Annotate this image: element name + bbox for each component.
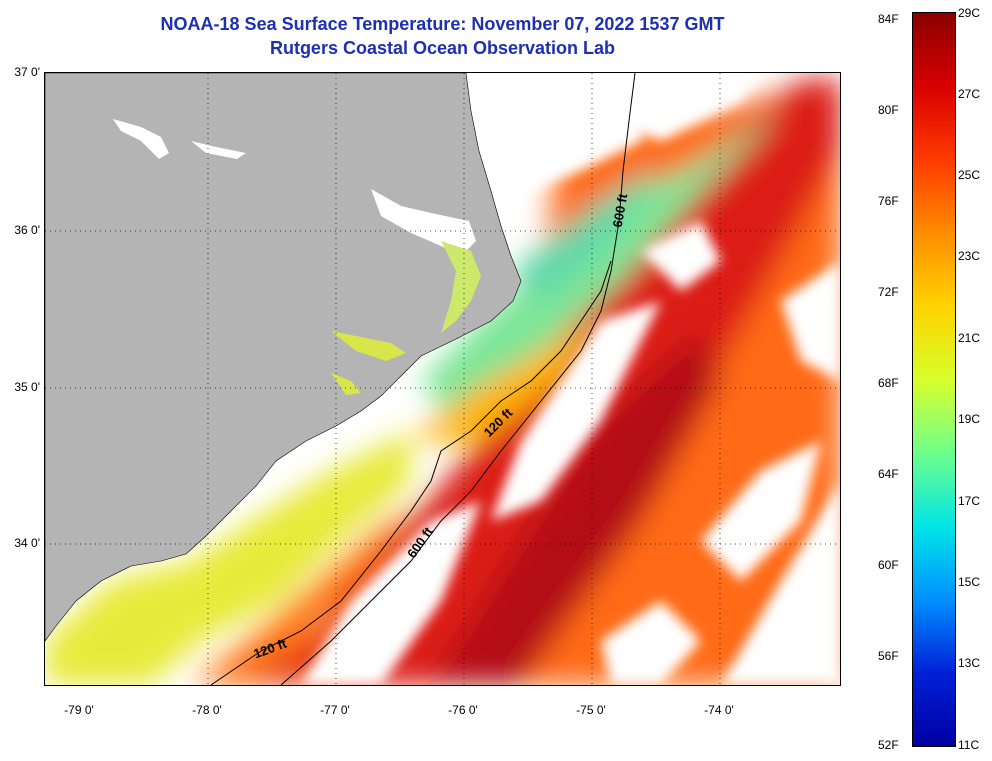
lat-label-37: 37 0' (14, 65, 40, 79)
colorbar-c-label: 13C (958, 656, 981, 670)
colorbar-f-label: 80F (878, 103, 899, 117)
colorbar-f-label: 68F (878, 376, 899, 390)
lat-label-34: 34 0' (14, 536, 40, 550)
lat-label-36: 36 0' (14, 223, 40, 237)
colorbar-c-label: 11C (958, 738, 980, 752)
sst-map: 120 ft 120 ft 600 ft 600 ft (44, 72, 841, 686)
colorbar-c-label: 25C (958, 168, 981, 182)
colorbar-f-label: 76F (878, 194, 899, 208)
map-subtitle: Rutgers Coastal Ocean Observation Lab (269, 38, 616, 58)
colorbar-c-label: 19C (958, 412, 981, 426)
lon-label-76: -76 0' (448, 703, 478, 717)
graticule (45, 73, 840, 685)
colorbar-f-label: 72F (878, 285, 899, 299)
lon-label-75: -75 0' (576, 703, 606, 717)
colorbar-c-label: 29C (958, 6, 981, 20)
temperature-colorbar (912, 12, 956, 747)
lon-label-77: -77 0' (320, 703, 350, 717)
lat-label-35: 35 0' (14, 380, 40, 394)
colorbar-f-label: 60F (878, 558, 899, 572)
colorbar-f-label: 64F (878, 467, 899, 481)
colorbar-c-label: 15C (958, 575, 981, 589)
colorbar-c-label: 21C (958, 331, 981, 345)
colorbar-f-label: 56F (878, 649, 899, 663)
lon-label-74: -74 0' (704, 703, 734, 717)
colorbar-f-label: 52F (878, 738, 899, 752)
sst-map-canvas (45, 73, 840, 685)
lon-label-79: -79 0' (64, 703, 94, 717)
colorbar-f-label: 84F (878, 12, 899, 26)
colorbar-c-label: 17C (958, 494, 981, 508)
contour-120ft (210, 260, 612, 685)
contour-600ft (280, 73, 636, 685)
colorbar-c-label: 23C (958, 249, 981, 263)
colorbar-c-label: 27C (958, 87, 981, 101)
inland-waters (113, 119, 481, 395)
lon-label-78: -78 0' (192, 703, 222, 717)
map-title: NOAA-18 Sea Surface Temperature: Novembe… (160, 14, 725, 34)
cloud-mask (301, 73, 840, 685)
